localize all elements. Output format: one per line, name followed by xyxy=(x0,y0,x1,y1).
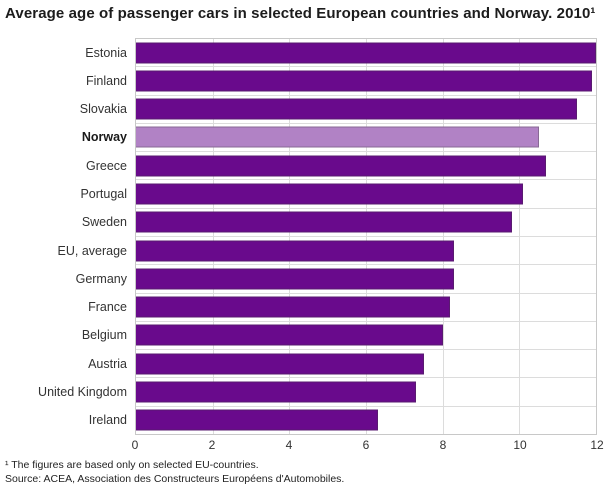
bar xyxy=(136,42,596,64)
x-tick-label: 12 xyxy=(590,438,604,452)
x-tick-label: 4 xyxy=(285,438,293,452)
bar xyxy=(136,353,424,375)
bar xyxy=(136,98,577,120)
plot-area: Estonia Finland Slovakia Norway Greece Portug… xyxy=(38,38,597,435)
category-label: Austria xyxy=(88,356,127,371)
chart-row: Portugal xyxy=(80,180,596,209)
category-label: Belgium xyxy=(81,328,127,343)
chart-row: Ireland xyxy=(89,407,596,434)
chart-title: Average age of passenger cars in selecte… xyxy=(5,5,596,22)
chart-row: Finland xyxy=(86,67,596,96)
category-label: Estonia xyxy=(85,45,127,60)
category-label: France xyxy=(88,300,127,315)
bar-highlighted xyxy=(136,126,539,148)
category-label: EU, average xyxy=(57,243,127,258)
category-label: United Kingdom xyxy=(38,385,127,400)
bar xyxy=(136,70,593,92)
chart-row: Germany xyxy=(76,265,596,294)
bar xyxy=(136,240,455,262)
chart-row: France xyxy=(88,294,596,322)
chart-row: Austria xyxy=(88,350,596,379)
bar xyxy=(136,183,524,205)
category-label: Germany xyxy=(75,271,127,286)
chart-row: EU, average xyxy=(58,237,596,266)
bar xyxy=(136,409,378,431)
chart-row: Greece xyxy=(86,152,596,181)
footnote-1: ¹ The figures are based only on selected… xyxy=(5,459,259,471)
chart-row: Norway xyxy=(82,124,596,153)
category-label: Greece xyxy=(86,158,127,173)
category-label: Finland xyxy=(86,73,127,88)
chart-row: Belgium xyxy=(82,322,596,351)
x-tick-label: 2 xyxy=(208,438,216,452)
category-label: Ireland xyxy=(88,413,127,428)
chart-rows: Estonia Finland Slovakia Norway Greece Portug… xyxy=(38,39,596,434)
chart-row: Estonia xyxy=(85,39,596,68)
bar-chart: Estonia Finland Slovakia Norway Greece Portug… xyxy=(0,38,610,453)
footnotes: ¹ The figures are based only on selected… xyxy=(5,459,610,486)
bar xyxy=(136,155,547,177)
chart-row: Sweden xyxy=(82,209,596,237)
x-tick-label: 8 xyxy=(439,438,447,452)
bar xyxy=(136,381,416,403)
x-tick-label: 10 xyxy=(513,438,527,452)
category-label: Norway xyxy=(81,130,127,145)
category-label: Sweden xyxy=(81,215,127,230)
chart-row: Slovakia xyxy=(80,96,596,124)
bar xyxy=(136,211,512,233)
x-tick-label: 6 xyxy=(362,438,370,452)
category-label: Slovakia xyxy=(79,102,127,117)
bar xyxy=(136,268,455,290)
category-label: Portugal xyxy=(80,187,127,202)
bar xyxy=(136,296,451,318)
bar xyxy=(136,324,443,346)
x-axis: 0 2 4 6 8 10 12 xyxy=(131,435,604,453)
chart-row: United Kingdom xyxy=(38,378,596,407)
footnote-source: Source: ACEA, Association des Constructe… xyxy=(5,472,345,485)
x-tick-label: 0 xyxy=(131,438,139,452)
